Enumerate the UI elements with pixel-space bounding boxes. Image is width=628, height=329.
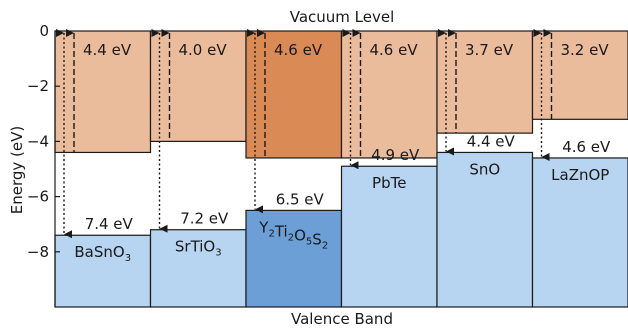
ionization-label-5: 4.6 eV	[562, 138, 611, 156]
material-label-part: 5	[306, 236, 312, 247]
y-tick-label-4: −8	[27, 243, 49, 261]
band-arrows	[56, 29, 553, 239]
electron-affinity-label-5: 3.2 eV	[561, 41, 610, 59]
y-tick-label-3: −6	[27, 188, 49, 206]
band-value-labels: 4.4 eV 7.4 eV 4.0 eV 7.2 eV 4.6 eV 6.5 eV 4.6 …	[83, 41, 611, 233]
material-label-5: LaZnOP	[551, 166, 609, 184]
ionization-label-0: 7.4 eV	[85, 215, 134, 233]
electron-affinity-label-1: 4.0 eV	[179, 41, 228, 59]
valence-band-1	[149, 229, 247, 308]
material-label-2: Y2Ti2O5S2	[258, 218, 328, 251]
material-label-part: Y	[258, 218, 269, 236]
material-label-part: 2	[268, 228, 274, 239]
electron-affinity-label-4: 3.7 eV	[465, 41, 514, 59]
valence-band-0	[54, 234, 152, 308]
material-label-part: O	[294, 226, 306, 244]
ionization-label-2: 6.5 eV	[276, 190, 325, 208]
ionization-label-4: 4.4 eV	[467, 132, 516, 150]
material-label-1: SrTiO3	[175, 238, 222, 259]
valence-band-2	[245, 209, 343, 308]
valence-band-4	[436, 151, 534, 308]
material-label-part: SrTiO	[175, 238, 215, 256]
electron-affinity-label-2: 4.6 eV	[274, 41, 323, 59]
valence-band-title: Valence Band	[291, 310, 393, 328]
material-label-part: 3	[215, 248, 221, 259]
y-axis-title: Energy (eV)	[8, 126, 26, 214]
band-blocks	[54, 30, 628, 308]
ionization-label-3: 4.9 eV	[371, 146, 420, 164]
material-label-part: 2	[288, 232, 294, 243]
material-label-part: SnO	[469, 160, 500, 178]
y-tick-label-2: −4	[27, 132, 49, 150]
material-label-4: SnO	[469, 160, 500, 178]
material-label-0: BaSnO3	[74, 243, 131, 264]
y-axis: 0 −2 −4 −6 −8	[27, 22, 60, 307]
material-label-part: LaZnOP	[551, 166, 609, 184]
electron-affinity-label-3: 4.6 eV	[370, 41, 419, 59]
material-label-part: PbTe	[372, 174, 406, 192]
y-tick-label-1: −2	[27, 77, 49, 95]
electron-affinity-label-0: 4.4 eV	[83, 41, 132, 59]
valence-band-3	[340, 165, 438, 308]
vacuum-level-title: Vacuum Level	[290, 8, 395, 26]
material-label-part: 2	[322, 240, 328, 251]
y-tick-label-0: 0	[39, 22, 49, 40]
valence-band-5	[531, 157, 628, 308]
material-label-part: S	[312, 230, 322, 248]
material-label-part: BaSnO	[74, 243, 124, 261]
ionization-label-1: 7.2 eV	[180, 210, 229, 228]
material-label-3: PbTe	[372, 174, 406, 192]
material-label-part: 3	[125, 253, 131, 264]
material-label-part: Ti	[274, 222, 288, 240]
